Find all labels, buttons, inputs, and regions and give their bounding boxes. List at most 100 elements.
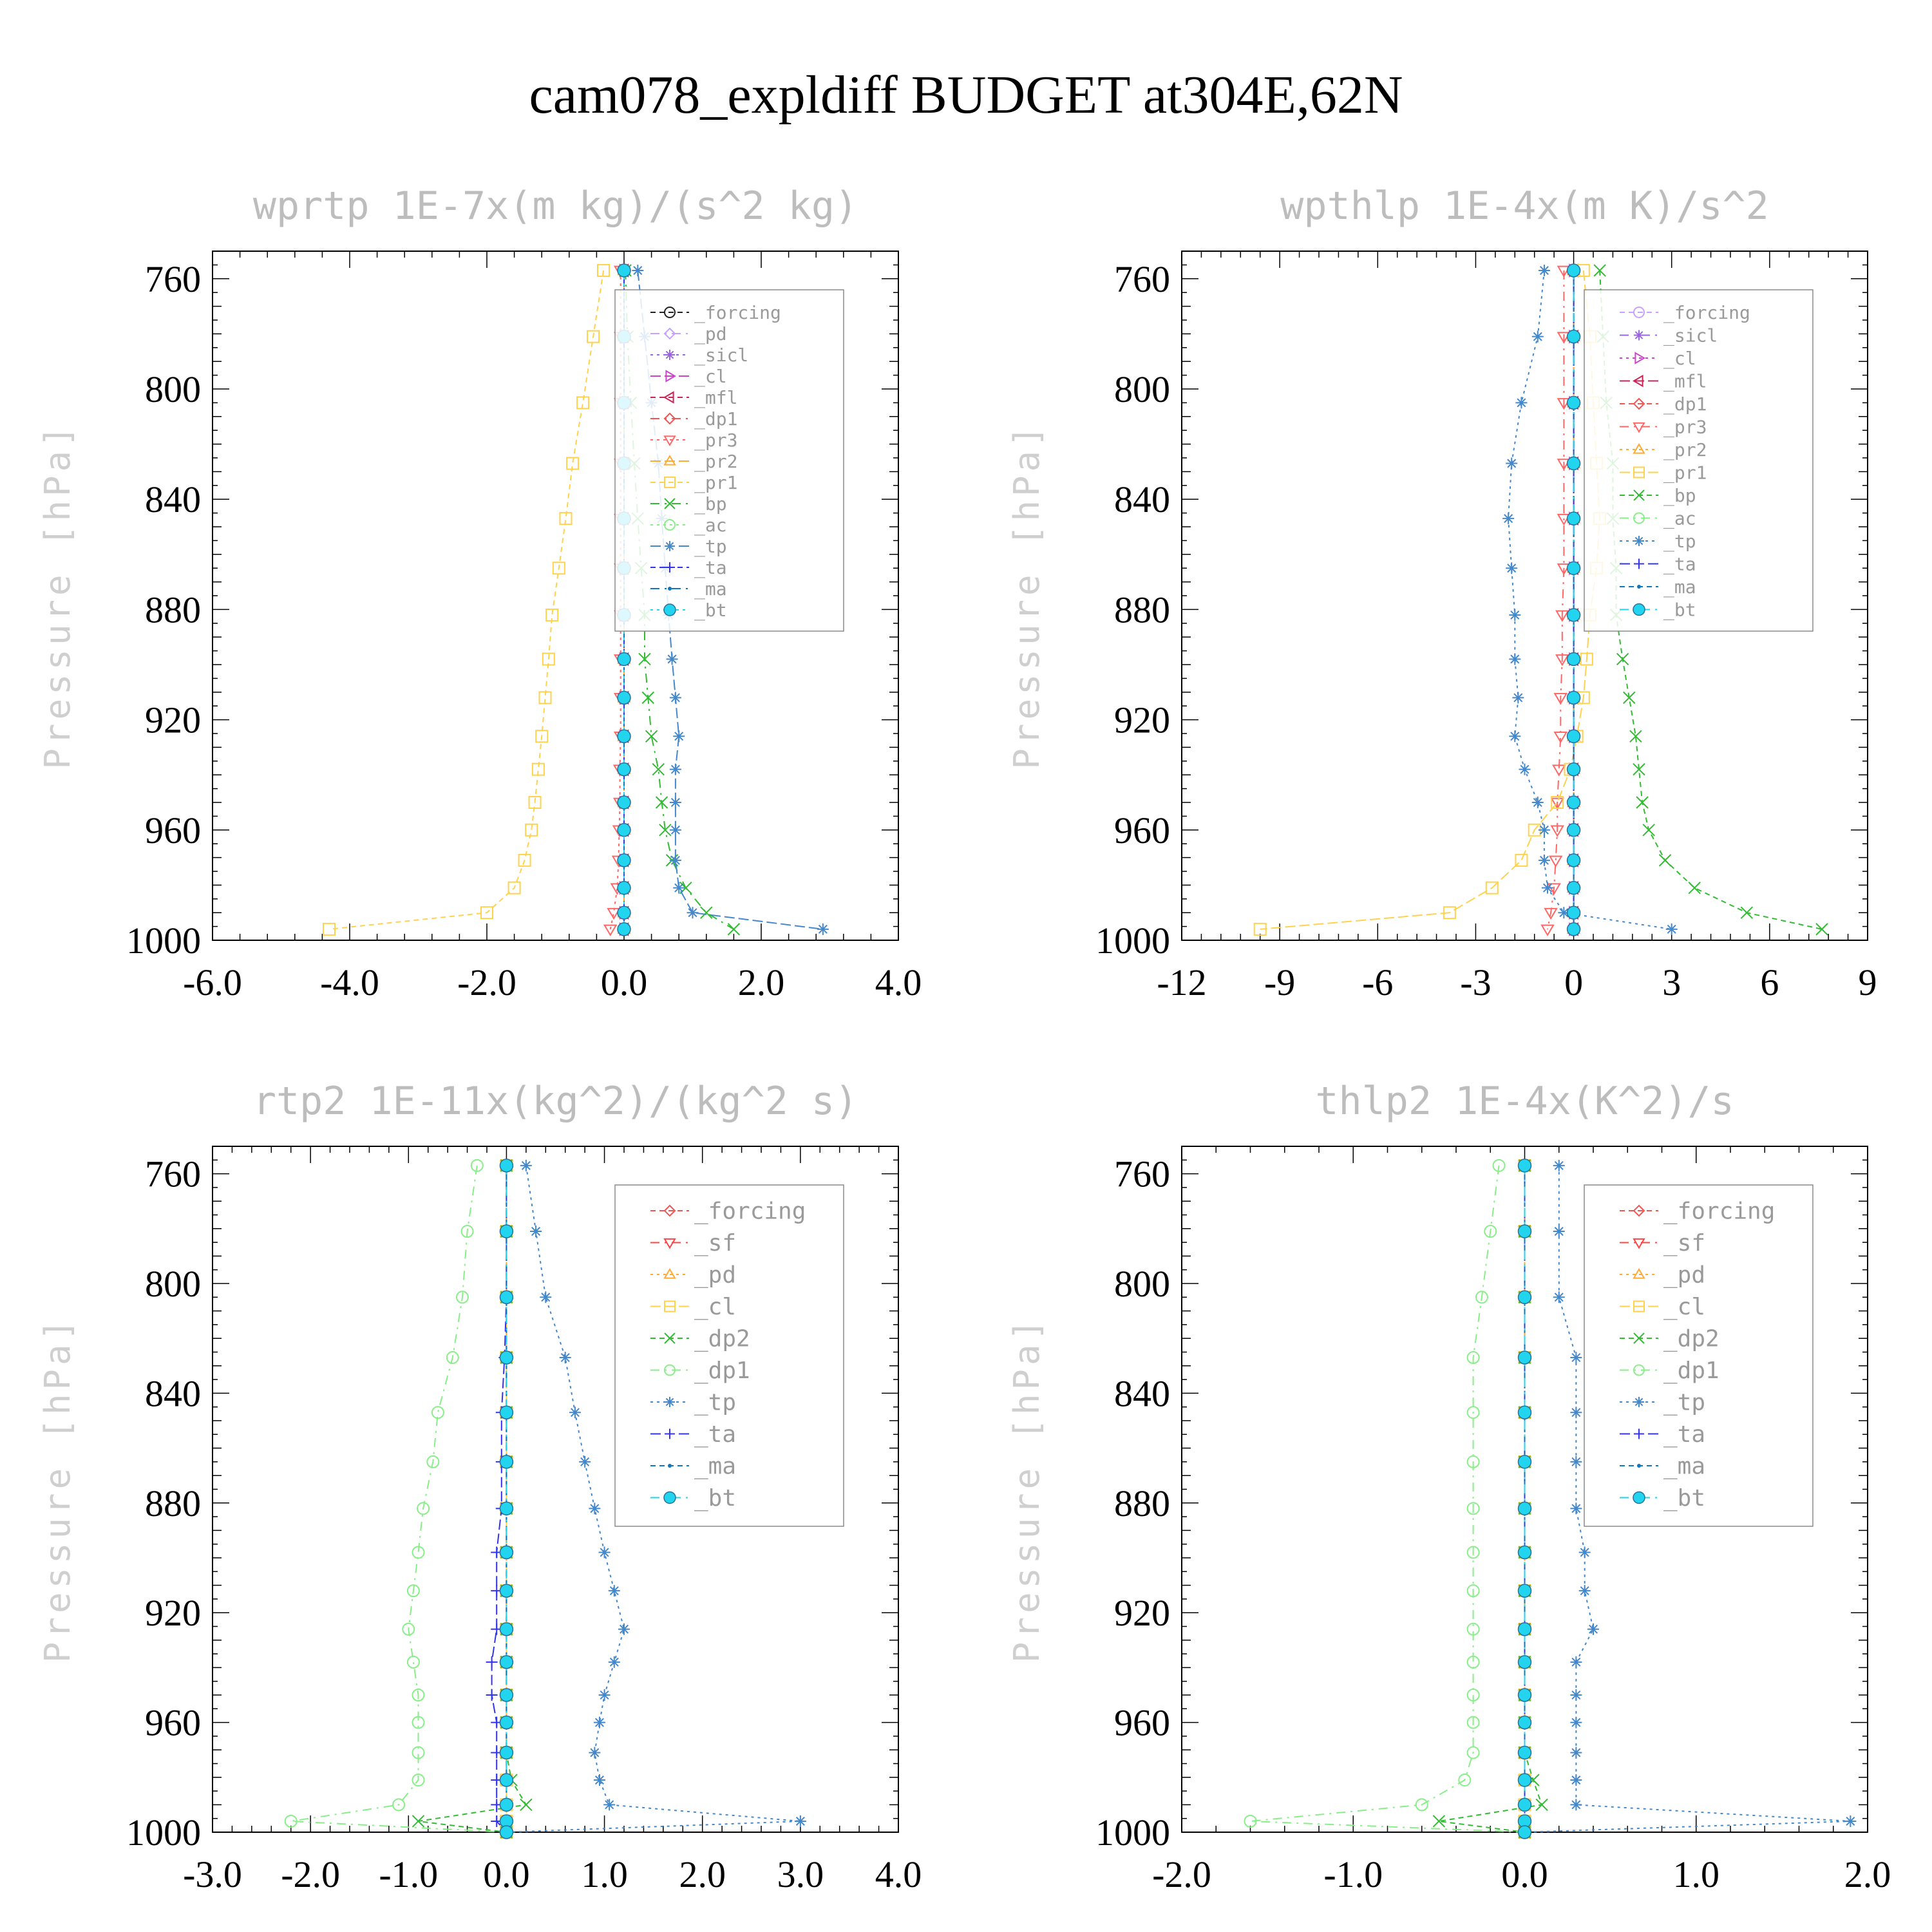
legend-marker: [1637, 1464, 1641, 1468]
data-point-bt: [1566, 762, 1581, 777]
data-point-tp: [1538, 854, 1550, 866]
data-point-bt: [499, 1455, 514, 1469]
legend-label: _pr1: [694, 472, 737, 494]
data-point-bt: [1566, 922, 1581, 936]
data-point-tp: [1570, 1406, 1582, 1419]
legend-marker: [663, 1204, 676, 1217]
data-point-tp: [589, 1747, 601, 1759]
x-tick-label: 0.0: [1501, 1853, 1548, 1895]
data-point-bt: [499, 1773, 514, 1787]
data-point-pr1: [518, 853, 531, 867]
series-line-ta: [491, 1165, 507, 1833]
legend-marker: [665, 562, 675, 573]
data-point-bt: [499, 1545, 514, 1560]
data-point-dp1: [1466, 1584, 1480, 1598]
data-point-bt: [1566, 853, 1581, 867]
data-point-tp: [669, 824, 681, 836]
data-point-bp: [641, 691, 654, 705]
data-point-tp: [559, 1352, 571, 1364]
data-point-bt: [617, 690, 631, 705]
data-point-dp1: [412, 1774, 425, 1787]
panel-3: rtp2 1E-11x(kg^2)/(kg^2 s) Pressure [hPa]…: [37, 1079, 922, 1895]
data-point-bt: [1517, 1655, 1532, 1669]
data-point-dp1: [284, 1814, 298, 1828]
panel-title: rtp2 1E-11x(kg^2)/(kg^2 s): [253, 1079, 858, 1124]
x-tick-label: 0.0: [601, 961, 648, 1003]
data-point-bt: [499, 1290, 514, 1305]
y-tick-label: 840: [1114, 478, 1170, 520]
data-point-pr1: [597, 263, 611, 277]
data-point-bt: [617, 263, 631, 278]
data-point-dp1: [406, 1584, 420, 1598]
legend-marker: [1633, 374, 1643, 388]
legend-marker: [664, 519, 676, 531]
data-point-pr1: [542, 652, 555, 666]
data-point-pr1: [528, 796, 542, 809]
data-point-pr1: [545, 608, 559, 621]
data-point-bt: [499, 1501, 514, 1516]
data-point-tp: [530, 1226, 542, 1238]
data-point-tp: [1515, 397, 1528, 409]
data-point-bp: [1636, 796, 1649, 809]
data-point-pr1: [1580, 652, 1593, 666]
x-tick-label: 1.0: [581, 1853, 628, 1895]
legend-label: _bp: [1663, 485, 1696, 507]
data-point-pr3: [1553, 693, 1568, 705]
x-tick-label: -9: [1264, 961, 1295, 1003]
data-point-dp1: [1466, 1406, 1480, 1419]
data-point-bt: [617, 880, 631, 895]
panel-4: thlp2 1E-4x(K^2)/s Pressure [hPa] 760 800 84…: [1007, 1079, 1891, 1895]
data-point-bt: [617, 905, 631, 920]
data-point-bt: [1517, 1545, 1532, 1560]
legend-marker: [1633, 466, 1645, 478]
data-point-bt: [617, 853, 631, 867]
data-point-dp1: [1466, 1622, 1480, 1636]
legend-marker: [663, 603, 676, 616]
legend-label: _pr1: [1663, 462, 1707, 484]
legend-marker: [668, 1464, 672, 1468]
legend-label: _pd: [1663, 1262, 1705, 1289]
data-point-bt: [617, 922, 631, 936]
series-line-pr3: [1547, 270, 1565, 930]
data-point-pr3: [1547, 883, 1561, 895]
panel-title: thlp2 1E-4x(K^2)/s: [1315, 1079, 1734, 1124]
legend-marker: [1634, 330, 1644, 341]
data-point-pr3: [1557, 459, 1571, 471]
y-tick-label: 1000: [1095, 920, 1170, 961]
y-tick-label: 800: [1114, 1263, 1170, 1305]
data-point-tp: [817, 923, 829, 935]
legend-marker: [664, 1332, 676, 1344]
data-point-tp: [669, 763, 681, 775]
y-tick-label: 880: [145, 1482, 201, 1524]
data-point-dp1: [446, 1351, 459, 1365]
legend-marker: [664, 477, 676, 488]
data-point-bt: [617, 729, 631, 744]
x-tick-label: -2.0: [1152, 1853, 1211, 1895]
y-tick-label: 1000: [1095, 1812, 1170, 1853]
data-point-bp: [1616, 652, 1629, 666]
data-point-tp: [666, 653, 678, 665]
x-tick-label: 4.0: [875, 1853, 922, 1895]
series-line-tp: [1508, 270, 1672, 930]
data-point-pr3: [603, 924, 618, 936]
y-tick-label: 1000: [126, 920, 201, 961]
legend-label: _sf: [694, 1230, 736, 1256]
y-axis-label: Pressure [hPa]: [37, 1316, 78, 1663]
panels: wprtp 1E-7x(m kg)/(s^2 kg) Pressure [hPa]…: [37, 184, 1891, 1895]
x-tick-label: -2.0: [281, 1853, 340, 1895]
legend-label: _pr2: [694, 451, 737, 473]
data-point-pr1: [538, 691, 552, 705]
data-point-pr3: [1557, 332, 1571, 344]
series-group: [1253, 263, 1828, 936]
data-point-tp: [520, 1159, 532, 1171]
data-point-tp: [1570, 1716, 1582, 1728]
legend-label: _sicl: [1663, 325, 1718, 346]
legend-label: _cl: [694, 1294, 736, 1320]
data-point-tp: [1553, 1159, 1565, 1171]
x-tick-label: -1.0: [379, 1853, 438, 1895]
legend-label: _dp1: [1663, 1358, 1719, 1384]
data-point-dp1: [1466, 1689, 1480, 1701]
data-point-pr1: [587, 330, 600, 343]
y-axis-label: Pressure [hPa]: [1007, 1316, 1047, 1663]
data-point-tp: [673, 882, 685, 894]
